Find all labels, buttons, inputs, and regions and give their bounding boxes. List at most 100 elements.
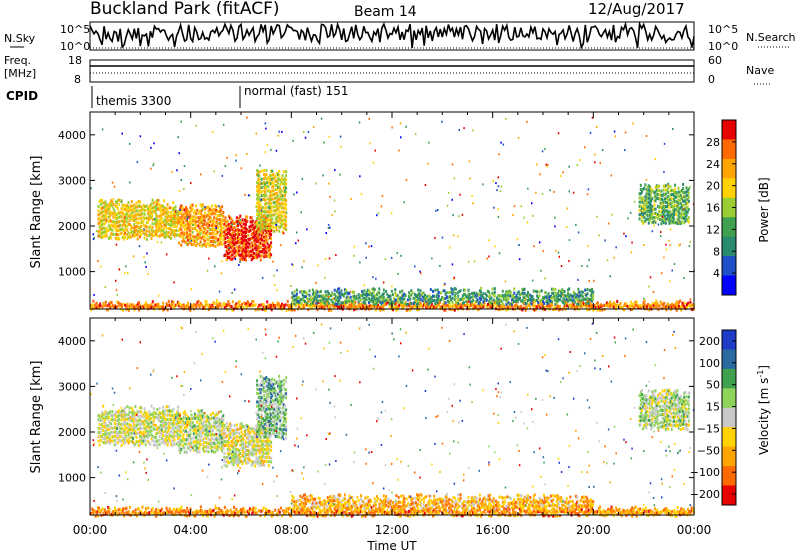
data-cell	[551, 291, 553, 295]
data-cell	[171, 426, 174, 430]
data-cell	[445, 291, 448, 295]
data-cell	[489, 301, 492, 305]
data-cell	[127, 425, 130, 429]
data-cell	[105, 207, 108, 211]
data-cell	[559, 289, 561, 293]
data-cell	[128, 427, 131, 431]
data-cell	[529, 306, 532, 310]
data-cell	[263, 185, 266, 189]
data-cell	[432, 294, 434, 298]
data-cell	[687, 195, 690, 199]
data-cell	[262, 303, 265, 306]
data-cell	[302, 294, 305, 298]
data-cell	[683, 195, 686, 199]
data-cell-scatter	[448, 191, 450, 194]
data-cell	[172, 419, 175, 423]
data-cell	[157, 439, 160, 442]
data-cell	[121, 423, 124, 427]
data-cell	[150, 437, 153, 441]
data-cell	[689, 304, 692, 308]
data-cell	[247, 245, 250, 249]
data-cell	[377, 300, 380, 304]
data-cell	[425, 306, 428, 310]
data-cell	[237, 252, 239, 256]
data-cell	[192, 415, 195, 419]
data-cell	[256, 247, 259, 251]
data-cell	[186, 227, 188, 231]
data-cell	[475, 295, 478, 299]
data-cell-scatter	[171, 170, 173, 173]
data-cell	[232, 241, 235, 245]
data-cell	[273, 221, 276, 225]
data-cell	[134, 217, 137, 221]
data-cell	[685, 186, 688, 190]
data-cell	[670, 188, 673, 192]
data-cell	[432, 289, 434, 293]
data-cell	[282, 210, 285, 214]
data-cell	[174, 217, 177, 221]
data-cell	[250, 427, 253, 431]
data-cell	[395, 304, 398, 308]
data-cell	[198, 430, 201, 434]
data-cell	[311, 304, 314, 308]
data-cell	[152, 415, 155, 419]
data-cell	[646, 201, 649, 205]
data-cell	[200, 224, 203, 228]
data-cell	[199, 301, 202, 305]
data-cell	[128, 207, 131, 211]
data-cell	[148, 441, 151, 445]
data-cell	[388, 304, 391, 308]
data-cell	[214, 426, 217, 430]
data-cell	[545, 295, 548, 299]
data-cell	[687, 208, 690, 211]
data-cell-scatter	[307, 130, 310, 133]
data-cell	[175, 414, 178, 418]
data-cell	[402, 294, 405, 297]
data-cell	[182, 212, 185, 216]
data-cell	[272, 221, 275, 225]
data-cell-scatter	[339, 135, 342, 138]
data-cell	[132, 214, 135, 218]
data-cell	[201, 203, 204, 207]
data-cell	[155, 304, 158, 307]
data-cell	[679, 214, 682, 218]
data-cell	[147, 419, 149, 423]
data-cell	[260, 181, 263, 185]
data-cell	[677, 198, 680, 202]
data-cell	[129, 224, 132, 228]
data-cell	[373, 288, 376, 292]
data-cell	[256, 201, 259, 205]
data-cell	[207, 242, 210, 246]
data-cell	[188, 417, 191, 420]
data-cell	[330, 308, 333, 312]
data-cell	[212, 450, 215, 454]
data-cell	[650, 203, 653, 207]
data-cell	[308, 304, 311, 308]
data-cell	[466, 302, 469, 306]
data-cell	[187, 446, 190, 450]
data-cell	[122, 421, 125, 425]
data-cell	[114, 426, 117, 430]
data-cell-scatter	[444, 282, 446, 285]
data-cell	[120, 444, 123, 447]
data-cell	[261, 234, 263, 238]
data-cell	[156, 226, 159, 230]
data-cell	[361, 294, 364, 298]
data-cell	[197, 232, 200, 236]
data-cell	[275, 200, 278, 204]
data-cell-scatter	[554, 225, 556, 228]
data-cell	[267, 306, 270, 310]
data-cell	[270, 173, 272, 177]
data-cell	[357, 303, 360, 307]
data-cell	[638, 204, 641, 208]
data-cell	[318, 290, 321, 294]
data-cell	[651, 189, 654, 193]
data-cell	[217, 306, 219, 309]
data-cell	[316, 308, 319, 312]
data-cell	[233, 444, 236, 448]
data-cell	[160, 208, 163, 212]
data-cell	[140, 423, 143, 426]
data-cell	[309, 299, 312, 302]
data-cell	[216, 428, 219, 432]
data-cell	[559, 305, 561, 308]
